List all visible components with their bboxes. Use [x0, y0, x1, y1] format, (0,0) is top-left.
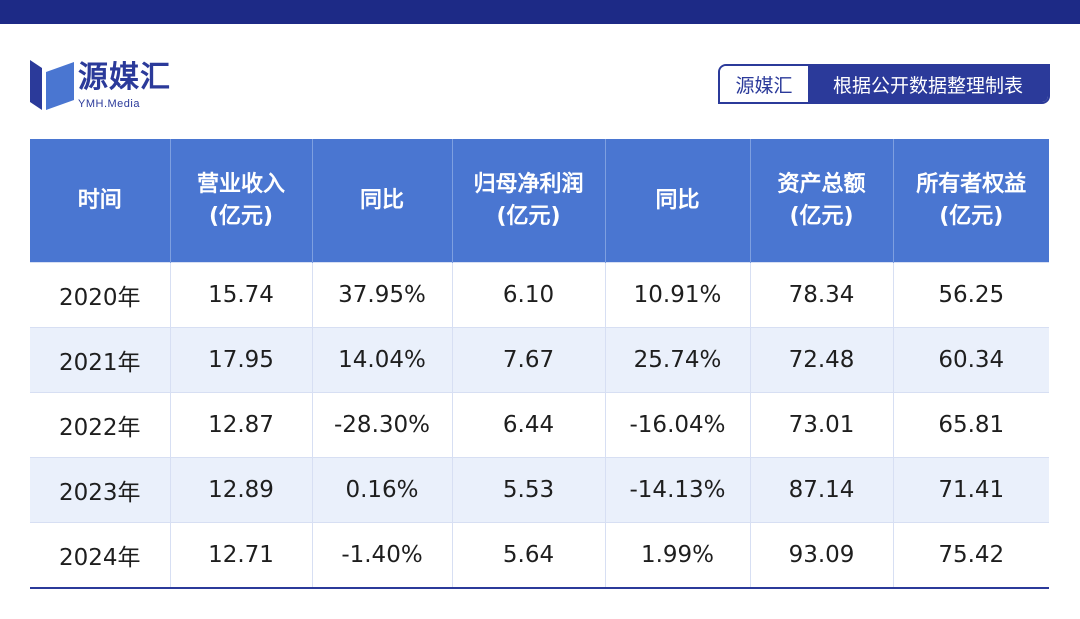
cell-total-assets: 87.14: [749, 457, 893, 523]
cell-net-profit: 6.10: [451, 262, 605, 328]
cell-year: 2020年: [30, 262, 170, 328]
logo-mark-icon: [30, 60, 74, 110]
cell-equity: 56.25: [892, 262, 1049, 328]
table-row: 2022年 12.87 -28.30% 6.44 -16.04% 73.01 6…: [30, 392, 1049, 458]
source-badge: 源媒汇 根据公开数据整理制表: [718, 64, 1050, 104]
cell-net-profit: 6.44: [451, 392, 605, 458]
cell-total-assets: 72.48: [749, 327, 893, 393]
cell-revenue: 12.87: [169, 392, 312, 458]
table-header-row: 时间 营业收入 (亿元) 同比 归母净利润 (亿元) 同比 资产总额 (亿元) 所有者…: [30, 139, 1049, 263]
cell-equity: 65.81: [892, 392, 1049, 458]
table-row: 2024年 12.71 -1.40% 5.64 1.99% 93.09 75.4…: [30, 522, 1049, 588]
header-total-assets: 资产总额 (亿元): [749, 139, 893, 263]
cell-equity: 60.34: [892, 327, 1049, 393]
cell-year: 2024年: [30, 522, 170, 588]
cell-net-profit-yoy: 1.99%: [604, 522, 750, 588]
cell-revenue: 17.95: [169, 327, 312, 393]
logo-subtitle: YMH.Media: [78, 98, 140, 110]
cell-year: 2021年: [30, 327, 170, 393]
cell-net-profit-yoy: -14.13%: [604, 457, 750, 523]
source-badge-description: 根据公开数据整理制表: [808, 66, 1048, 102]
cell-revenue-yoy: 0.16%: [311, 457, 452, 523]
cell-revenue-yoy: 37.95%: [311, 262, 452, 328]
cell-year: 2022年: [30, 392, 170, 458]
table-row: 2020年 15.74 37.95% 6.10 10.91% 78.34 56.…: [30, 262, 1049, 328]
cell-year: 2023年: [30, 457, 170, 523]
cell-revenue-yoy: -28.30%: [311, 392, 452, 458]
cell-revenue-yoy: 14.04%: [311, 327, 452, 393]
cell-revenue: 15.74: [169, 262, 312, 328]
financial-table: 时间 营业收入 (亿元) 同比 归母净利润 (亿元) 同比 资产总额 (亿元) 所有者…: [30, 139, 1049, 589]
cell-equity: 71.41: [892, 457, 1049, 523]
table-row: 2023年 12.89 0.16% 5.53 -14.13% 87.14 71.…: [30, 457, 1049, 523]
cell-net-profit-yoy: 25.74%: [604, 327, 750, 393]
header-net-profit-yoy: 同比: [604, 139, 750, 263]
header-equity: 所有者权益 (亿元): [892, 139, 1049, 263]
cell-net-profit: 7.67: [451, 327, 605, 393]
table-row: 2021年 17.95 14.04% 7.67 25.74% 72.48 60.…: [30, 327, 1049, 393]
cell-equity: 75.42: [892, 522, 1049, 588]
source-badge-brand: 源媒汇: [720, 66, 808, 102]
cell-revenue-yoy: -1.40%: [311, 522, 452, 588]
header-revenue: 营业收入 (亿元): [169, 139, 312, 263]
cell-revenue: 12.71: [169, 522, 312, 588]
header-net-profit: 归母净利润 (亿元): [451, 139, 605, 263]
cell-total-assets: 78.34: [749, 262, 893, 328]
cell-net-profit-yoy: -16.04%: [604, 392, 750, 458]
cell-revenue: 12.89: [169, 457, 312, 523]
cell-net-profit-yoy: 10.91%: [604, 262, 750, 328]
cell-net-profit: 5.53: [451, 457, 605, 523]
logo-text: 源媒汇: [78, 60, 171, 95]
cell-total-assets: 93.09: [749, 522, 893, 588]
header-revenue-yoy: 同比: [311, 139, 452, 263]
top-bar: [0, 0, 1080, 24]
header-time: 时间: [30, 139, 170, 263]
cell-net-profit: 5.64: [451, 522, 605, 588]
cell-total-assets: 73.01: [749, 392, 893, 458]
